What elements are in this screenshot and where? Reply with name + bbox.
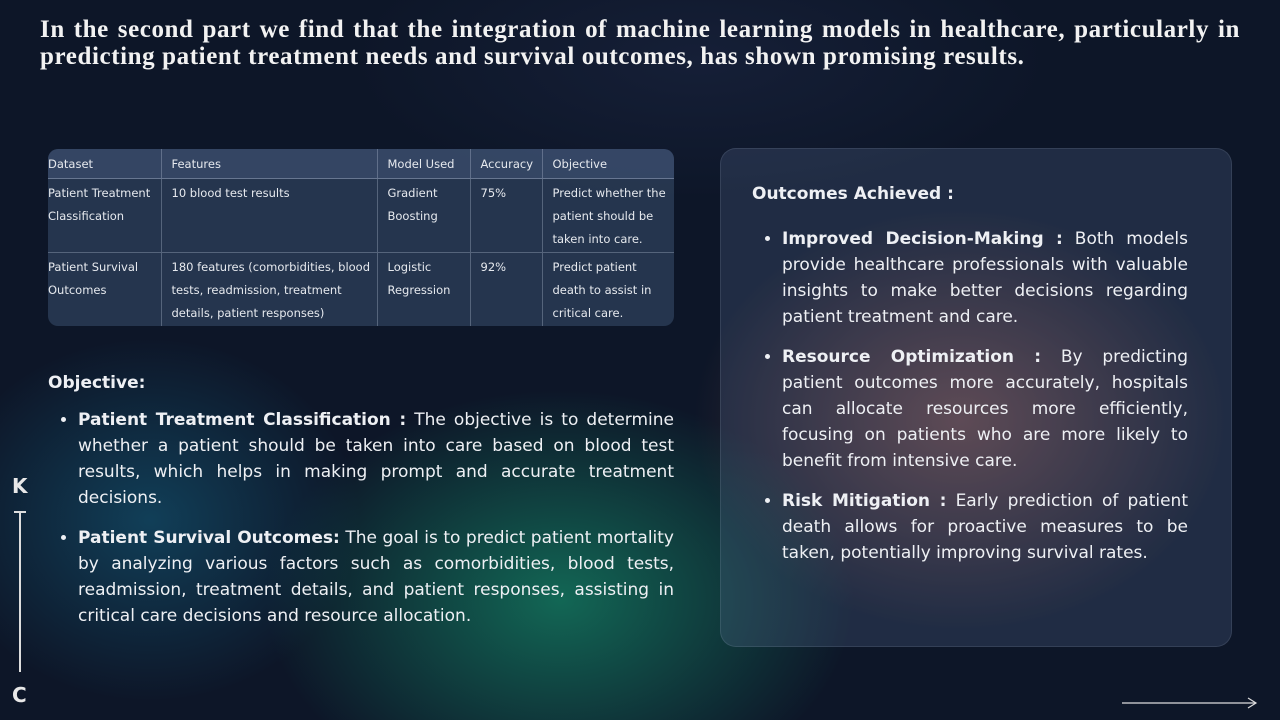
side-letter: C bbox=[12, 683, 27, 707]
bullet: Patient Treatment Classification : The o… bbox=[78, 407, 674, 511]
heading: Outcomes Achieved : bbox=[752, 184, 954, 204]
list: Improved Decision-Making : Both models p… bbox=[752, 226, 1188, 566]
cell: Patient Treatment Classification bbox=[48, 178, 161, 253]
bullet-lead: Patient Treatment Classification : bbox=[78, 410, 407, 430]
side-letter: K bbox=[12, 474, 28, 498]
row: Patient Treatment Classification 10 blood… bbox=[48, 178, 674, 253]
bullet-lead: Patient Survival Outcomes: bbox=[78, 528, 340, 548]
bullet: Resource Optimization : By predicting pa… bbox=[782, 344, 1188, 474]
header-cell: Model Used bbox=[376, 149, 470, 179]
table: Dataset Features Model Used Accuracy Objecti… bbox=[48, 149, 674, 326]
list: Patient Treatment Classification : The o… bbox=[48, 407, 674, 629]
cell: Logistic Regression bbox=[376, 252, 470, 326]
cell: 92% bbox=[469, 252, 542, 326]
bullet: Risk Mitigation : Early prediction of pa… bbox=[782, 488, 1188, 566]
bullet-text: Early prediction of patient death allows… bbox=[782, 491, 1188, 563]
header-row: Dataset Features Model Used Accuracy Objecti… bbox=[48, 149, 674, 179]
cell: Patient Survival Outcomes bbox=[48, 252, 161, 326]
header-cell: Accuracy bbox=[469, 149, 542, 179]
outcomes: Outcomes Achieved : Improved Decision-Ma… bbox=[752, 184, 1188, 580]
bullet-text: By predicting patient outcomes more accu… bbox=[782, 347, 1189, 471]
bullet-lead: Resource Optimization : bbox=[782, 347, 1042, 367]
header-cell: Dataset bbox=[48, 149, 161, 179]
bullet-text: The goal is to predict patient mortality… bbox=[78, 528, 674, 626]
cell: 10 blood test results bbox=[160, 178, 377, 253]
bullet-lead: Improved Decision-Making : bbox=[782, 229, 1063, 249]
objective: Objective: Patient Treatment Classificat… bbox=[48, 373, 674, 643]
cell: Predict patient death to assist in criti… bbox=[541, 252, 674, 326]
cell: Predict whether the patient should be ta… bbox=[541, 178, 674, 253]
bullet-lead: Risk Mitigation : bbox=[782, 491, 947, 511]
cell: 75% bbox=[469, 178, 542, 253]
row: Patient Survival Outcomes 180 features (c… bbox=[48, 252, 674, 326]
header-cell: Objective bbox=[541, 149, 674, 179]
bullet-text: Both models provide healthcare professio… bbox=[782, 229, 1189, 327]
bullet: Improved Decision-Making : Both models p… bbox=[782, 226, 1188, 330]
panel bbox=[720, 148, 1232, 647]
heading: Objective: bbox=[48, 373, 146, 393]
bullet: Patient Survival Outcomes: The goal is t… bbox=[78, 525, 674, 629]
cell: 180 features (comorbidities, blood tests… bbox=[160, 252, 377, 326]
title: In the second part we find that the inte… bbox=[40, 16, 1240, 70]
bullet-text: The objective is to determine whether a … bbox=[78, 410, 674, 508]
cell: Gradient Boosting bbox=[376, 178, 470, 253]
